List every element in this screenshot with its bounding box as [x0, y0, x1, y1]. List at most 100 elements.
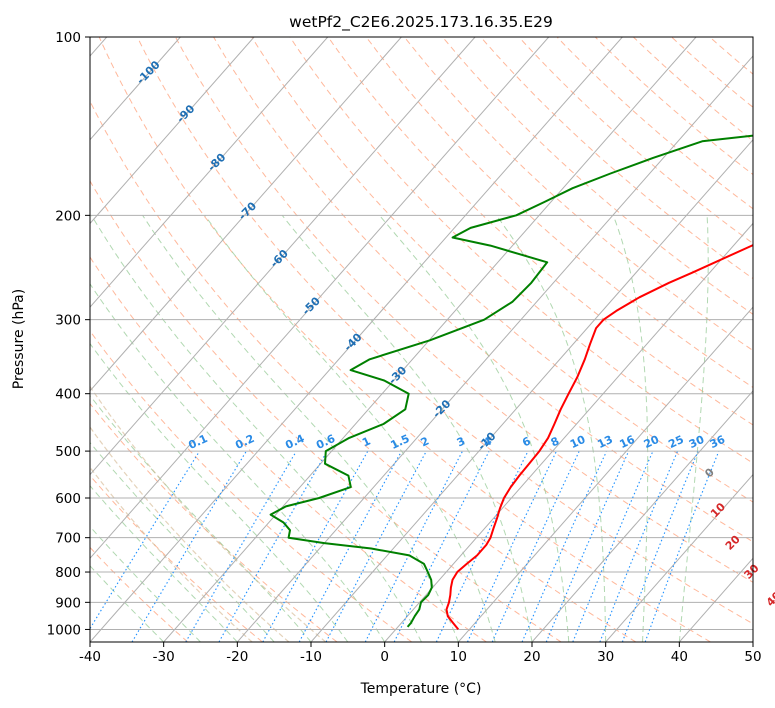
dry-adiabat	[175, 37, 753, 583]
moist-adiabat	[90, 484, 238, 642]
isotherm-line	[90, 37, 623, 642]
x-tick-label: -30	[153, 649, 175, 665]
moist-adiabat	[90, 215, 422, 642]
dry-adiabat-label: 0	[702, 465, 717, 480]
mixing-ratio-label: 10	[568, 433, 588, 451]
mixing-ratio-line	[218, 451, 328, 642]
dry-adiabat	[671, 37, 753, 108]
moist-adiabat	[90, 565, 165, 642]
isotherm-line	[90, 37, 476, 476]
x-tick-label: -20	[226, 649, 248, 665]
mixing-ratio-line	[131, 451, 247, 642]
mixing-ratio-label: 16	[618, 433, 638, 451]
dry-adiabat	[90, 330, 413, 642]
y-tick-label: 300	[55, 313, 81, 329]
isotherm-line	[236, 55, 753, 642]
x-tick-label: -40	[79, 649, 101, 665]
mixing-ratio-line	[393, 451, 490, 642]
y-tick-label: 800	[55, 565, 81, 581]
y-tick-label: 400	[55, 387, 81, 403]
dry-adiabat	[709, 37, 753, 75]
mixing-ratio-line	[621, 451, 699, 642]
y-tick-label: 700	[55, 531, 81, 547]
x-tick-label: 10	[450, 649, 467, 665]
isohume-line	[90, 385, 327, 642]
temperature-profile	[445, 243, 753, 631]
isotherm-line	[752, 641, 753, 642]
mixing-ratio-label: 0.1	[186, 432, 209, 452]
isotherm-line	[678, 557, 753, 642]
x-tick-label: -10	[300, 649, 322, 665]
isohume-line	[90, 426, 290, 642]
dry-adiabat-label: 10	[708, 500, 728, 520]
mixing-ratio-label: 0.2	[233, 432, 256, 452]
dry-adiabat	[251, 37, 753, 503]
mixing-ratio-line	[467, 451, 557, 642]
moist-adiabat	[281, 214, 533, 642]
mixing-ratio-label: 3	[455, 434, 467, 449]
moist-adiabat	[678, 215, 709, 642]
dry-adiabat	[90, 256, 487, 642]
dry-adiabat	[633, 37, 753, 142]
x-axis-label: Temperature (°C)	[360, 681, 482, 697]
x-tick-label: 30	[597, 649, 614, 665]
mixing-ratio-line	[521, 451, 607, 642]
mixing-ratio-label: 1	[360, 434, 372, 449]
moist-adiabat	[495, 215, 607, 642]
mixing-ratio-line	[545, 451, 629, 642]
isotherm-line	[384, 222, 753, 642]
mixing-ratio-label: 20	[642, 433, 662, 451]
y-axis-label: Pressure (hPa)	[11, 289, 27, 389]
moist-adiabat	[90, 282, 386, 642]
plot-frame	[89, 36, 754, 643]
dry-adiabat	[327, 37, 753, 426]
isotherm-line	[90, 37, 255, 225]
isotherm-line	[605, 473, 753, 642]
dry-adiabat	[137, 37, 753, 625]
mixing-ratio-label: 30	[687, 433, 707, 451]
moist-adiabat	[204, 215, 496, 642]
mixing-ratio-line	[491, 451, 580, 642]
mixing-ratio-label: 36	[708, 433, 728, 451]
moist-adiabat	[142, 215, 459, 642]
x-tick-label: 40	[671, 649, 688, 665]
isotherm-line	[531, 390, 753, 642]
mixing-ratio-label: 1.5	[388, 432, 411, 452]
isotherm-line	[90, 37, 329, 308]
y-tick-label: 200	[55, 208, 81, 224]
y-tick-label: 600	[55, 491, 81, 507]
sounding-profiles	[269, 134, 753, 631]
mixing-ratio-label: 13	[595, 433, 614, 451]
y-tick-label: 100	[55, 30, 81, 46]
moist-adiabat	[90, 441, 275, 642]
dry-adiabat	[595, 37, 753, 176]
mixing-ratio-line	[599, 451, 678, 642]
isotherm-line	[90, 37, 181, 141]
isotherm-line	[90, 37, 402, 392]
moist-adiabat	[379, 214, 570, 642]
dry-adiabat	[557, 37, 753, 210]
mixing-ratio-label: 8	[549, 434, 561, 449]
mixing-ratio-label: 6	[520, 434, 533, 449]
mixing-ratio-line	[90, 451, 200, 630]
dry-adiabat	[98, 37, 711, 642]
isotherm-line	[90, 37, 550, 560]
dry-adiabat	[404, 37, 753, 352]
dewpoint-profile	[269, 134, 753, 628]
moist-adiabat	[90, 525, 201, 642]
moist-adiabat	[612, 215, 649, 642]
x-tick-label: 0	[380, 649, 389, 665]
dry-adiabat-label: 40	[764, 589, 775, 609]
isohume-line	[90, 466, 253, 642]
mixing-ratio-line	[325, 451, 427, 642]
dry-adiabat	[90, 100, 637, 642]
x-tick-label: 50	[744, 649, 761, 665]
mixing-ratio-label: 25	[666, 433, 685, 451]
dry-adiabat	[90, 402, 338, 642]
moist-adiabat	[90, 342, 349, 642]
y-tick-label: 1000	[47, 622, 81, 638]
dry-adiabat-label: 20	[723, 533, 743, 553]
mixing-ratio-line	[572, 451, 654, 642]
dry-adiabat-label: 30	[742, 561, 762, 581]
